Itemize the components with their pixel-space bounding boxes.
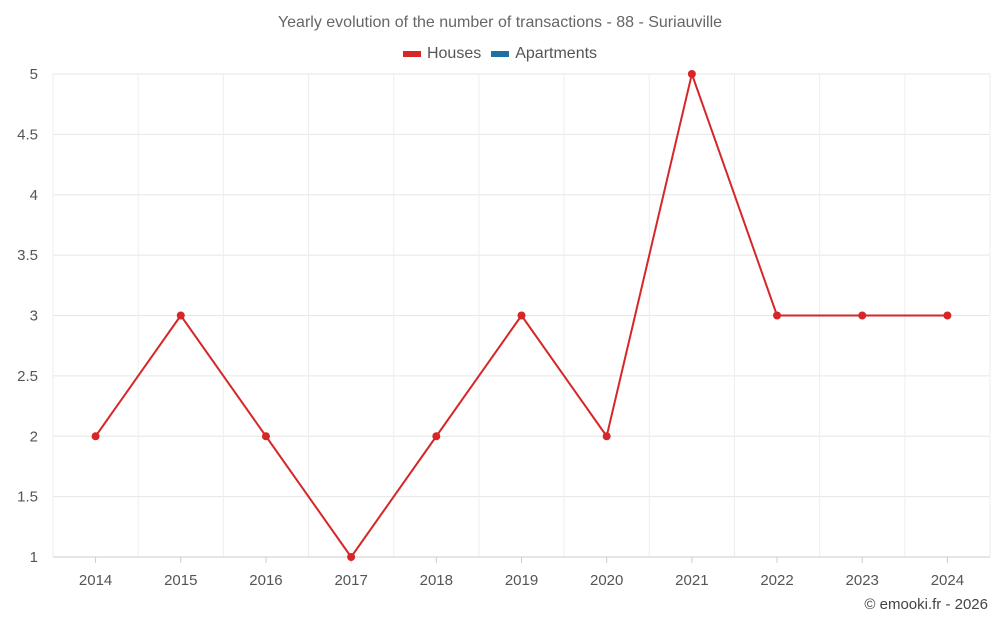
legend-item-houses[interactable]: Houses (402, 45, 482, 63)
legend-item-apartments[interactable]: Apartments (491, 45, 597, 63)
copyright-footer: © emooki.fr - 2026 (864, 596, 988, 613)
chart-title: Yearly evolution of the number of transa… (277, 14, 723, 31)
y-tick-label: 4 (30, 187, 38, 204)
data-point-houses (943, 311, 952, 320)
y-tick-label: 4.5 (17, 126, 38, 143)
legend-label-houses: Houses (426, 45, 482, 62)
data-point-houses (773, 311, 782, 320)
y-tick-label: 3 (30, 308, 38, 325)
data-point-houses (432, 432, 441, 441)
data-point-houses (261, 432, 270, 441)
y-tick-label: 1.5 (17, 489, 38, 506)
data-point-houses (858, 311, 867, 320)
x-tick-label: 2022 (760, 572, 793, 589)
y-tick-label: 5 (30, 66, 38, 83)
data-point-houses (347, 553, 356, 561)
data-point-houses (517, 311, 526, 320)
legend-swatch-houses (402, 51, 421, 57)
y-tick-label: 1 (30, 549, 38, 566)
data-point-houses (91, 432, 100, 441)
data-point-houses (176, 311, 185, 320)
y-tick-label: 3.5 (17, 247, 38, 264)
legend-swatch-apartments (491, 51, 510, 57)
y-tick-label: 2.5 (17, 368, 38, 385)
x-tick-label: 2019 (505, 572, 538, 589)
x-tick-label: 2015 (164, 572, 197, 589)
legend-label-apartments: Apartments (515, 45, 598, 62)
x-tick-label: 2023 (846, 572, 879, 589)
x-tick-label: 2021 (675, 572, 708, 589)
x-tick-label: 2016 (249, 572, 282, 589)
x-tick-label: 2014 (79, 572, 112, 589)
y-tick-label: 2 (30, 428, 38, 445)
legend: Houses Apartments (0, 45, 1000, 63)
x-tick-label: 2017 (334, 572, 367, 589)
x-tick-label: 2020 (590, 572, 623, 589)
x-tick-label: 2024 (931, 572, 964, 589)
x-tick-label: 2018 (420, 572, 453, 589)
data-point-houses (687, 70, 696, 78)
data-point-houses (602, 432, 611, 441)
